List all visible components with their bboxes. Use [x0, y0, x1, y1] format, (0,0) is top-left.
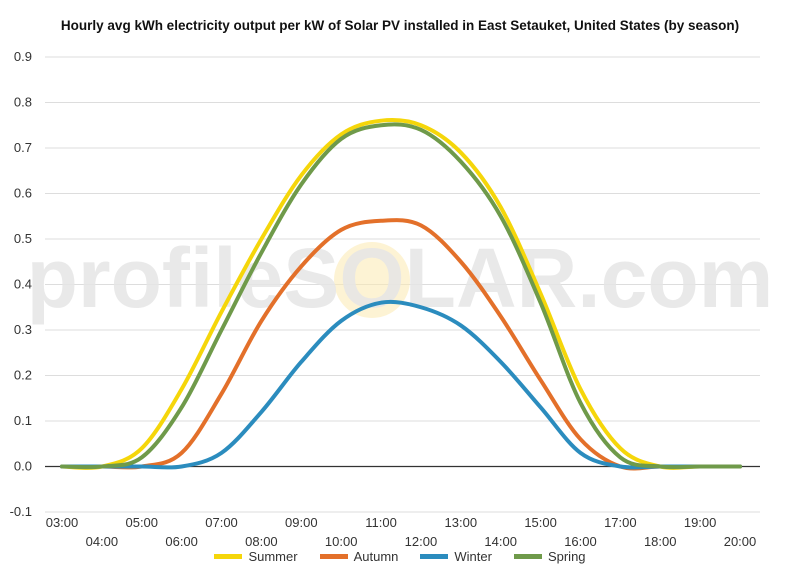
legend-swatch — [319, 554, 348, 559]
y-tick-label: 0.6 — [14, 186, 32, 201]
y-tick-label: 0.7 — [14, 140, 32, 155]
y-tick-label: 0.8 — [14, 95, 32, 110]
legend-item-winter[interactable]: Winter — [420, 549, 492, 564]
legend-swatch — [214, 554, 243, 559]
x-tick-label: 18:00 — [644, 534, 677, 549]
grid-layer — [45, 56, 760, 513]
x-tick-label: 08:00 — [245, 534, 278, 549]
watermark: profileSOLAR.com — [27, 231, 774, 325]
y-tick-label: 0.4 — [14, 277, 32, 292]
x-tick-label: 10:00 — [325, 534, 358, 549]
series-line-summer — [60, 118, 742, 470]
y-tick-label: -0.1 — [10, 504, 32, 519]
legend-label: Summer — [248, 549, 298, 564]
x-tick-label: 12:00 — [405, 534, 438, 549]
series-layer — [60, 118, 742, 471]
x-tick-label: 04:00 — [86, 534, 119, 549]
legend-item-summer[interactable]: Summer — [214, 549, 298, 564]
x-tick-label: 09:00 — [285, 515, 318, 530]
x-tick-label: 19:00 — [684, 515, 717, 530]
x-tick-label: 07:00 — [205, 515, 238, 530]
x-tick-label: 16:00 — [564, 534, 597, 549]
series-line-winter — [60, 299, 742, 470]
x-tick-label: 15:00 — [524, 515, 557, 530]
y-tick-label: 0.5 — [14, 231, 32, 246]
x-tick-label: 17:00 — [604, 515, 637, 530]
y-tick-label: 0.9 — [14, 49, 32, 64]
x-tick-label: 13:00 — [445, 515, 478, 530]
x-tick-label: 20:00 — [724, 534, 757, 549]
legend-item-autumn[interactable]: Autumn — [319, 549, 399, 564]
x-tick-label: 03:00 — [46, 515, 79, 530]
legend-swatch — [513, 554, 542, 559]
legend-item-spring[interactable]: Spring — [513, 549, 586, 564]
watermark-text: profileSOLAR.com — [27, 231, 774, 325]
x-tick-label: 05:00 — [125, 515, 158, 530]
legend-swatch — [420, 554, 449, 559]
axis-layer: -0.1 0.0 0.1 0.2 0.3 0.4 0.5 0.6 0.7 0.8 0.9 03:00 0… — [10, 49, 757, 549]
legend-label: Spring — [547, 549, 586, 564]
series-line-spring — [60, 122, 742, 470]
legend: Summer Autumn Winter Spring — [0, 549, 800, 564]
legend-label: Autumn — [353, 549, 399, 564]
legend-label: Winter — [454, 549, 492, 564]
y-tick-label: 0.0 — [14, 459, 32, 474]
y-tick-label: 0.2 — [14, 368, 32, 383]
y-tick-label: 0.3 — [14, 322, 32, 337]
x-tick-label: 11:00 — [365, 515, 397, 530]
chart-title: Hourly avg kWh electricity output per kW… — [60, 18, 740, 33]
y-tick-label: 0.1 — [14, 413, 32, 428]
x-tick-label: 06:00 — [165, 534, 198, 549]
watermark-sun-icon — [334, 242, 410, 318]
x-tick-label: 14:00 — [484, 534, 517, 549]
